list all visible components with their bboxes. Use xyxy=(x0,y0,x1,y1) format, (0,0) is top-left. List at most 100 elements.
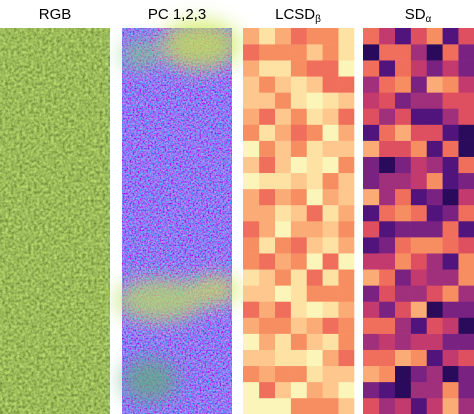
heat-cell xyxy=(243,301,260,318)
heat-cell xyxy=(243,253,260,270)
heat-cell xyxy=(458,28,474,45)
heat-cell xyxy=(442,301,459,318)
heat-cell xyxy=(426,156,443,174)
heat-cell xyxy=(274,301,291,318)
heat-cell xyxy=(378,60,396,77)
heat-cell xyxy=(426,76,443,93)
heat-cell xyxy=(243,188,260,206)
heat-cell xyxy=(258,108,276,125)
heat-cell xyxy=(442,237,459,254)
heat-cell xyxy=(426,333,443,350)
heat-cell xyxy=(258,124,276,141)
heat-cell xyxy=(306,349,323,367)
heat-cell xyxy=(410,204,427,222)
heat-cell xyxy=(410,253,427,270)
heat-cell xyxy=(378,269,396,286)
heat-cell xyxy=(258,172,276,190)
heat-cell xyxy=(458,285,474,302)
title-main: LCSD xyxy=(275,6,315,23)
heat-cell xyxy=(338,237,355,254)
heat-cell xyxy=(410,44,427,61)
heat-cell xyxy=(243,269,260,286)
heat-cell xyxy=(363,28,380,45)
heat-cell xyxy=(338,221,355,238)
heat-cell xyxy=(363,188,380,206)
heat-cell xyxy=(458,204,474,222)
heat-cell xyxy=(274,269,291,286)
heat-cell xyxy=(274,381,291,399)
pc-blobs xyxy=(115,20,240,402)
heat-cell xyxy=(410,301,427,318)
title-main: SD xyxy=(405,6,426,23)
heat-cell xyxy=(290,28,307,45)
heat-cell xyxy=(394,204,411,222)
heat-cell xyxy=(394,365,411,383)
heat-cell xyxy=(274,124,291,141)
heat-cell xyxy=(274,221,291,238)
heat-cell xyxy=(426,397,443,414)
heat-cell xyxy=(306,92,323,109)
heat-cell xyxy=(378,76,396,93)
heat-cell xyxy=(378,317,396,334)
heat-cell xyxy=(258,156,276,174)
heat-cell xyxy=(378,92,396,109)
heat-cell xyxy=(394,92,411,109)
heat-cell xyxy=(410,76,427,93)
heat-cell xyxy=(426,269,443,286)
heat-cell xyxy=(378,140,396,157)
heat-cell xyxy=(258,301,276,318)
heat-cell xyxy=(442,221,459,238)
heat-cell xyxy=(258,92,276,109)
heat-cell xyxy=(306,381,323,399)
heat-cell xyxy=(290,108,307,125)
heat-cell xyxy=(243,108,260,125)
heat-cell xyxy=(394,188,411,206)
heat-cell xyxy=(410,381,427,399)
heat-cell xyxy=(458,92,474,109)
heat-cell xyxy=(322,156,339,174)
heat-cell xyxy=(290,92,307,109)
heat-cell xyxy=(322,28,339,45)
heat-cell xyxy=(394,381,411,399)
heat-cell xyxy=(363,317,380,334)
heat-cell xyxy=(458,317,474,334)
heat-cell xyxy=(322,221,339,238)
heat-cell xyxy=(363,237,380,254)
heat-cell xyxy=(442,317,459,334)
heat-cell xyxy=(306,301,323,318)
heat-cell xyxy=(458,333,474,350)
heat-cell xyxy=(322,381,339,399)
heat-cell xyxy=(322,124,339,141)
heat-cell xyxy=(378,28,396,45)
heat-cell xyxy=(258,365,276,383)
heat-cell xyxy=(338,397,355,414)
heat-cell xyxy=(338,285,355,302)
heat-cell xyxy=(378,188,396,206)
heat-cell xyxy=(363,124,380,141)
heat-cell xyxy=(243,365,260,383)
heat-cell xyxy=(322,269,339,286)
heat-cell xyxy=(426,140,443,157)
heat-cell xyxy=(426,28,443,45)
heat-cell xyxy=(458,301,474,318)
heat-cell xyxy=(258,237,276,254)
heat-cell xyxy=(290,172,307,190)
heat-cell xyxy=(363,44,380,61)
heat-cell xyxy=(442,156,459,174)
heat-cell xyxy=(458,108,474,125)
heat-cell xyxy=(426,172,443,190)
heat-cell xyxy=(322,301,339,318)
heat-cell xyxy=(458,253,474,270)
heat-cell xyxy=(394,28,411,45)
heat-cell xyxy=(410,269,427,286)
heat-cell xyxy=(306,188,323,206)
heat-cell xyxy=(363,172,380,190)
heat-cell xyxy=(338,349,355,367)
heat-cell xyxy=(274,60,291,77)
heat-cell xyxy=(378,285,396,302)
heat-cell xyxy=(243,317,260,334)
heat-cell xyxy=(322,349,339,367)
heat-cell xyxy=(394,285,411,302)
heat-cell xyxy=(363,76,380,93)
heat-cell xyxy=(410,221,427,238)
